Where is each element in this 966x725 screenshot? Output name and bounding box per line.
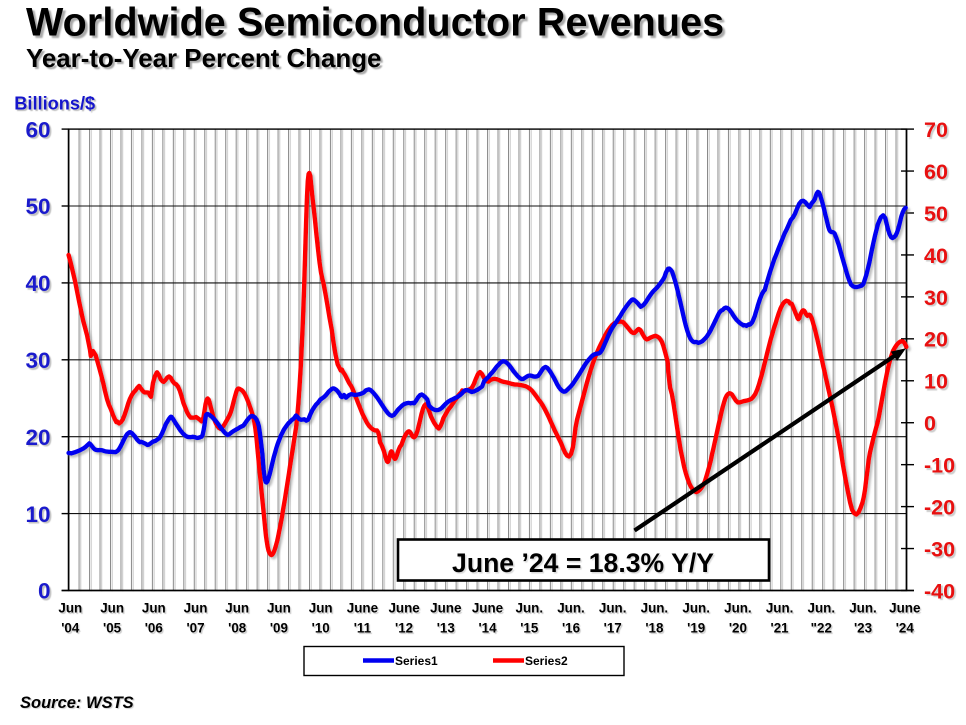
- svg-text:Jun.: Jun.: [766, 601, 794, 616]
- svg-text:Jun: Jun: [184, 601, 208, 616]
- svg-text:50: 50: [25, 194, 50, 219]
- svg-text:-40: -40: [924, 579, 955, 603]
- svg-text:'19: '19: [687, 621, 705, 636]
- svg-text:Jun: Jun: [309, 601, 333, 616]
- svg-text:'15: '15: [520, 621, 539, 636]
- svg-text:'23: '23: [854, 621, 872, 636]
- svg-text:'08: '08: [228, 621, 247, 636]
- svg-text:June ’24 = 18.3% Y/Y: June ’24 = 18.3% Y/Y: [452, 548, 714, 578]
- svg-text:Worldwide Semiconductor Revenu: Worldwide Semiconductor Revenues: [26, 1, 724, 45]
- svg-text:June: June: [347, 601, 378, 616]
- svg-text:-10: -10: [924, 454, 955, 478]
- svg-text:June: June: [472, 601, 503, 616]
- svg-text:0: 0: [38, 579, 51, 604]
- svg-text:Jun.: Jun.: [808, 601, 836, 616]
- svg-text:'04: '04: [61, 621, 80, 636]
- svg-text:40: 40: [924, 244, 948, 268]
- svg-text:Jun: Jun: [100, 601, 124, 616]
- svg-text:'14: '14: [478, 621, 497, 636]
- svg-text:Jun: Jun: [225, 601, 249, 616]
- svg-text:Jun.: Jun.: [557, 601, 585, 616]
- svg-text:'07: '07: [186, 621, 204, 636]
- svg-text:20: 20: [924, 328, 948, 352]
- svg-text:'24: '24: [896, 621, 915, 636]
- svg-text:0: 0: [924, 412, 936, 436]
- svg-text:10: 10: [924, 370, 948, 394]
- svg-text:60: 60: [25, 117, 50, 142]
- svg-text:'10: '10: [312, 621, 330, 636]
- svg-text:40: 40: [25, 271, 50, 296]
- svg-text:'16: '16: [562, 621, 580, 636]
- svg-text:-30: -30: [924, 538, 955, 562]
- svg-text:Jun.: Jun.: [849, 601, 877, 616]
- svg-text:Jun.: Jun.: [641, 601, 669, 616]
- svg-text:20: 20: [25, 425, 50, 450]
- svg-text:Jun.: Jun.: [599, 601, 627, 616]
- svg-text:June: June: [388, 601, 419, 616]
- svg-text:Year-to-Year Percent Change: Year-to-Year Percent Change: [26, 45, 381, 73]
- svg-text:Series1: Series1: [395, 654, 438, 668]
- svg-text:'13: '13: [437, 621, 455, 636]
- svg-text:50: 50: [924, 202, 948, 226]
- svg-text:Jun: Jun: [267, 601, 291, 616]
- svg-text:Jun.: Jun.: [724, 601, 752, 616]
- svg-text:Jun.: Jun.: [516, 601, 544, 616]
- svg-text:"22: "22: [811, 621, 832, 636]
- svg-text:'05: '05: [103, 621, 122, 636]
- svg-text:Jun: Jun: [58, 601, 82, 616]
- svg-text:70: 70: [924, 118, 948, 142]
- svg-text:'17: '17: [604, 621, 622, 636]
- svg-text:'11: '11: [354, 621, 372, 636]
- svg-text:'20: '20: [729, 621, 747, 636]
- svg-text:Series2: Series2: [525, 654, 568, 668]
- svg-text:'12: '12: [395, 621, 413, 636]
- svg-text:June: June: [889, 601, 920, 616]
- svg-text:'18: '18: [645, 621, 664, 636]
- svg-text:'21: '21: [771, 621, 790, 636]
- svg-text:Source: WSTS: Source: WSTS: [20, 694, 134, 712]
- svg-text:June: June: [430, 601, 461, 616]
- svg-text:60: 60: [924, 160, 948, 184]
- svg-text:Billions/$: Billions/$: [14, 94, 95, 114]
- svg-text:10: 10: [25, 502, 50, 527]
- svg-text:30: 30: [924, 286, 948, 310]
- svg-text:'09: '09: [270, 621, 288, 636]
- svg-text:Jun.: Jun.: [682, 601, 710, 616]
- svg-text:30: 30: [25, 348, 50, 373]
- svg-text:'06: '06: [145, 621, 163, 636]
- svg-text:-20: -20: [924, 496, 955, 520]
- svg-text:Jun: Jun: [142, 601, 166, 616]
